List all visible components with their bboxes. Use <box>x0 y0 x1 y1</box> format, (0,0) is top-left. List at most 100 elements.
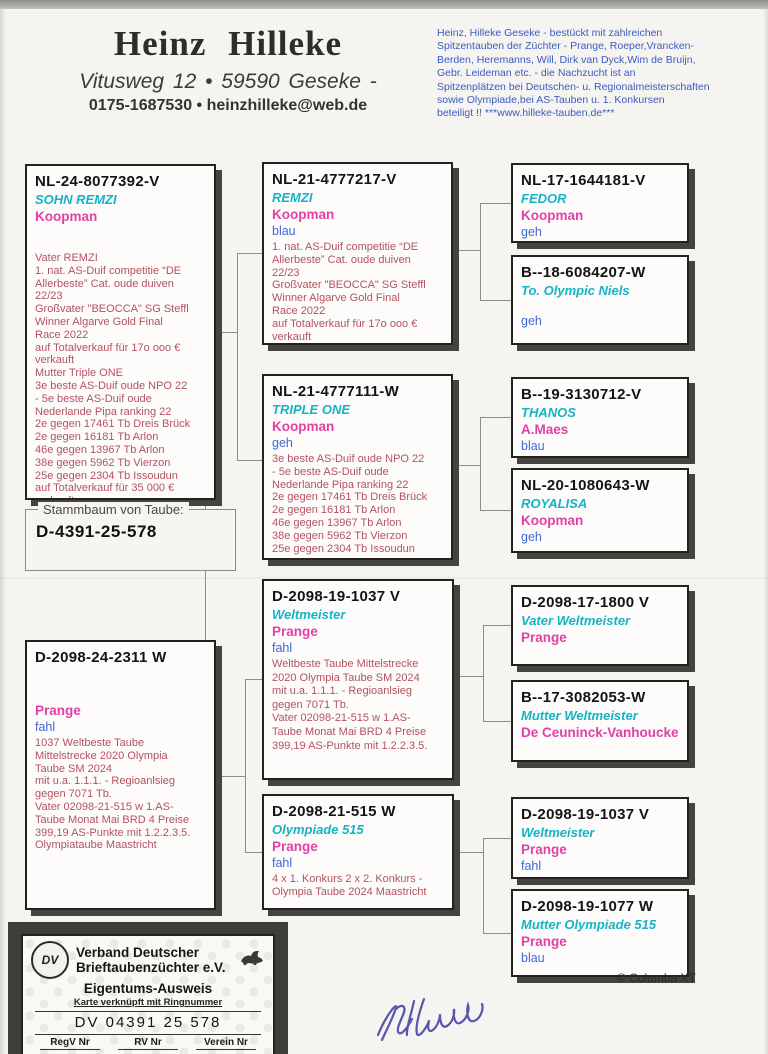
feather-color: fahl <box>272 856 293 870</box>
software-credit: © Columba XT <box>617 971 696 985</box>
connector-line <box>483 625 511 626</box>
connector-line <box>453 250 480 251</box>
pedigree-box-great-grandparent: B--18-6084207-W To. Olympic Niels geh <box>511 255 689 345</box>
pigeon-name: Mutter Weltmeister <box>521 708 638 723</box>
connector-line <box>205 571 206 640</box>
ring-number: NL-21-4777111-W <box>272 383 400 400</box>
feather-color: geh <box>521 225 542 239</box>
breeder-name: Koopman <box>521 208 584 223</box>
ring-number: D-2098-24-2311 W <box>35 649 167 666</box>
breeder-name: Prange <box>272 839 318 854</box>
card-ring-number: DV 04391 25 578 <box>74 1014 222 1031</box>
connector-line <box>245 852 262 853</box>
regv-nr-label: RegV Nr <box>40 1037 100 1050</box>
connector-line <box>237 460 262 461</box>
connector-line <box>483 721 511 722</box>
subject-pigeon-box: Stammbaum von Taube: D-4391-25-578 <box>25 502 236 571</box>
breeder-name: De Ceuninck-Vanhoucke <box>521 725 679 740</box>
ring-number: D-2098-19-1037 V <box>272 588 401 605</box>
card-title: Eigentums-Ausweis <box>83 981 213 996</box>
connector-line <box>205 500 206 509</box>
breeder-letterhead-name: Heinz Hilleke <box>113 24 343 63</box>
paper-crease <box>0 577 768 579</box>
pigeon-name: Weltmeister <box>521 825 595 840</box>
ring-number: D-2098-21-515 W <box>272 803 396 820</box>
letterhead-address: Vitusweg 12 • 59590 Geseke - <box>79 70 377 93</box>
ring-number: B--19-3130712-V <box>521 386 642 403</box>
pedigree-box-great-grandparent: D-2098-19-1037 V Weltmeister Prange fahl <box>511 797 689 879</box>
pedigree-box-great-grandparent: B--17-3082053-W Mutter Weltmeister De Ce… <box>511 680 689 762</box>
pedigree-box-great-grandparent: D-2098-17-1800 V Vater Weltmeister Prang… <box>511 585 689 666</box>
feather-color: blau <box>272 224 296 238</box>
verein-nr-label: Verein Nr <box>196 1037 256 1050</box>
subject-ring-number: D-4391-25-578 <box>36 522 157 541</box>
breeder-name: Koopman <box>521 513 584 528</box>
ring-number: D-2098-19-1037 V <box>521 806 650 823</box>
ring-number: D-2098-17-1800 V <box>521 594 650 611</box>
handwritten-signature <box>356 993 506 1053</box>
ring-number: NL-24-8077392-V <box>35 173 160 190</box>
pigeon-name: Olympiade 515 <box>272 822 364 837</box>
pedigree-box-great-grandparent: NL-20-1080643-W ROYALISA Koopman geh <box>511 468 689 553</box>
pedigree-box-grandmother-maternal: D-2098-21-515 W Olympiade 515 Prange fah… <box>262 794 454 910</box>
breeder-name: Prange <box>521 630 567 645</box>
pedigree-box-grandfather-maternal: D-2098-19-1037 V Weltmeister Prange fahl… <box>262 579 454 780</box>
connector-line <box>480 300 511 301</box>
connector-line <box>483 933 511 934</box>
breeder-name: Prange <box>521 842 567 857</box>
paper-edge-right <box>763 9 768 1054</box>
letterhead-contact: 0175-1687530 • heinzhilleke@web.de <box>88 97 368 114</box>
pigeon-name: FEDOR <box>521 191 567 206</box>
regv-nr-value: DV <box>40 1050 100 1054</box>
pigeon-name: SOHN REMZI <box>35 192 117 207</box>
pigeon-name: Vater Weltmeister <box>521 613 631 628</box>
association-name-line2: Brieftaubenzüchter e.V. <box>76 960 226 975</box>
card-divider <box>35 1034 261 1035</box>
connector-line <box>237 253 238 461</box>
feather-color: fahl <box>521 859 542 873</box>
connector-line <box>483 838 484 933</box>
dv-association-logo-icon: DV <box>31 941 69 979</box>
pigeon-name: ROYALISA <box>521 496 588 511</box>
association-name-line1: Verband Deutscher <box>76 944 200 960</box>
achievements-text: Weltbeste Taube Mittelstrecke 2020 Olymp… <box>272 658 428 752</box>
connector-line <box>480 203 511 204</box>
verein-nr-value: 250 <box>196 1050 256 1054</box>
feather-color: fahl <box>35 720 56 734</box>
stammbaum-label: Stammbaum von Taube: <box>38 502 189 517</box>
rv-nr-value: 04391 <box>118 1050 178 1054</box>
connector-line <box>483 625 484 721</box>
ring-number: NL-20-1080643-W <box>521 477 650 494</box>
pedigree-box-grandfather-paternal: NL-21-4777217-V REMZI Koopman blau 1. na… <box>262 162 453 345</box>
feather-color: blau <box>521 439 545 453</box>
ring-number: D-2098-19-1077 W <box>521 898 654 915</box>
connector-line <box>454 676 483 677</box>
connector-line <box>245 679 262 680</box>
feather-color: fahl <box>272 641 293 655</box>
ring-number: NL-17-1644181-V <box>521 172 646 189</box>
connector-line <box>483 838 511 839</box>
breeder-name: Koopman <box>35 209 98 224</box>
breeder-name: Prange <box>521 934 567 949</box>
pigeon-name: TRIPLE ONE <box>272 402 351 417</box>
achievements-text: 1037 Weltbeste Taube Mittelstrecke 2020 … <box>35 737 191 852</box>
feather-color: geh <box>521 314 542 328</box>
connector-line <box>454 852 483 853</box>
pedigree-box-great-grandparent: D-2098-19-1077 W Mutter Olympiade 515 Pr… <box>511 889 689 977</box>
loft-description-text: Heinz, Hilleke Geseke - bestückt mit zah… <box>437 27 710 120</box>
pigeon-name <box>35 680 206 695</box>
pigeon-name: THANOS <box>521 405 576 420</box>
ring-number: NL-21-4777217-V <box>272 171 397 188</box>
feather-color <box>35 226 206 241</box>
connector-line <box>480 417 511 418</box>
breeder-name: Koopman <box>272 207 335 222</box>
paper-edge-left <box>0 9 6 1054</box>
ring-number: B--17-3082053-W <box>521 689 646 706</box>
connector-line <box>480 510 511 511</box>
connector-line <box>216 776 245 777</box>
breeder-name: Prange <box>272 624 318 639</box>
breeder-name: Koopman <box>272 419 335 434</box>
card-subtitle: Karte verknüpft mit Ringnummer <box>73 997 223 1008</box>
feather-color: geh <box>521 530 542 544</box>
